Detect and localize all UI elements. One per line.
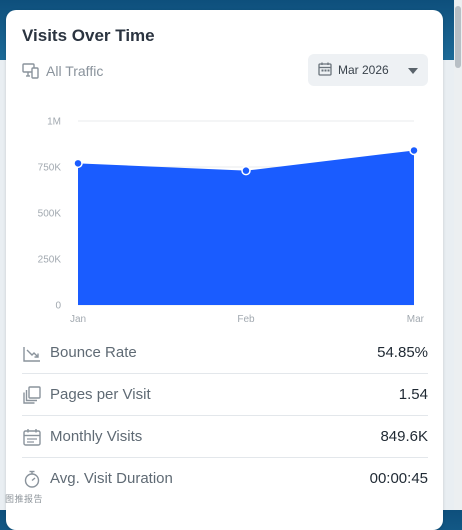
x-tick-label: Feb (237, 314, 255, 325)
stat-label: Bounce Rate (50, 344, 137, 361)
data-point (241, 165, 251, 176)
stat-value: 1.54 (398, 386, 428, 403)
stopwatch-icon (22, 469, 42, 489)
visits-area-chart: 0 250K 500K 750K 1M Jan Feb Mar (38, 117, 425, 326)
stat-value: 54.85% (377, 344, 428, 361)
month-select-value: Mar 2026 (338, 63, 389, 77)
stat-value: 00:00:45 (369, 470, 428, 487)
card-title: Visits Over Time (22, 26, 155, 45)
calendar-icon (318, 62, 332, 79)
x-tick-label: Mar (407, 314, 425, 325)
y-tick-label: 1M (47, 117, 61, 128)
stat-value: 849.6K (380, 428, 428, 445)
area-series (78, 150, 414, 305)
stat-row-avg-visit-duration: Avg. Visit Duration 00:00:45 (22, 458, 428, 499)
y-tick-label: 0 (55, 301, 61, 312)
stats-list: Bounce Rate 54.85% Pages per Visit 1.54 (22, 332, 428, 499)
stat-row-bounce-rate: Bounce Rate 54.85% (22, 332, 428, 374)
stat-row-pages-per-visit: Pages per Visit 1.54 (22, 374, 428, 416)
stat-label: Avg. Visit Duration (50, 470, 173, 487)
x-tick-label: Jan (70, 314, 86, 325)
y-tick-label: 500K (38, 209, 62, 220)
watermark: 图推报告 (5, 494, 44, 504)
chevron-down-icon (408, 63, 418, 77)
traffic-filter[interactable]: All Traffic (22, 61, 103, 81)
trend-down-icon (22, 343, 42, 363)
page-scrollbar[interactable] (454, 0, 462, 510)
data-point (73, 158, 83, 169)
y-tick-label: 250K (38, 255, 62, 266)
y-tick-label: 750K (38, 163, 62, 174)
devices-icon (22, 63, 40, 79)
stat-label: Pages per Visit (50, 386, 151, 403)
stat-label: Monthly Visits (50, 428, 143, 445)
traffic-filter-label: All Traffic (46, 63, 104, 79)
calendar-icon (22, 427, 42, 447)
stat-row-monthly-visits: Monthly Visits 849.6K (22, 416, 428, 458)
visits-card: Visits Over Time All Traffic Mar 2 (6, 10, 443, 530)
pages-icon (22, 385, 42, 405)
month-select[interactable]: Mar 2026 (308, 54, 428, 86)
scrollbar-thumb[interactable] (455, 6, 461, 68)
data-point (409, 145, 419, 156)
